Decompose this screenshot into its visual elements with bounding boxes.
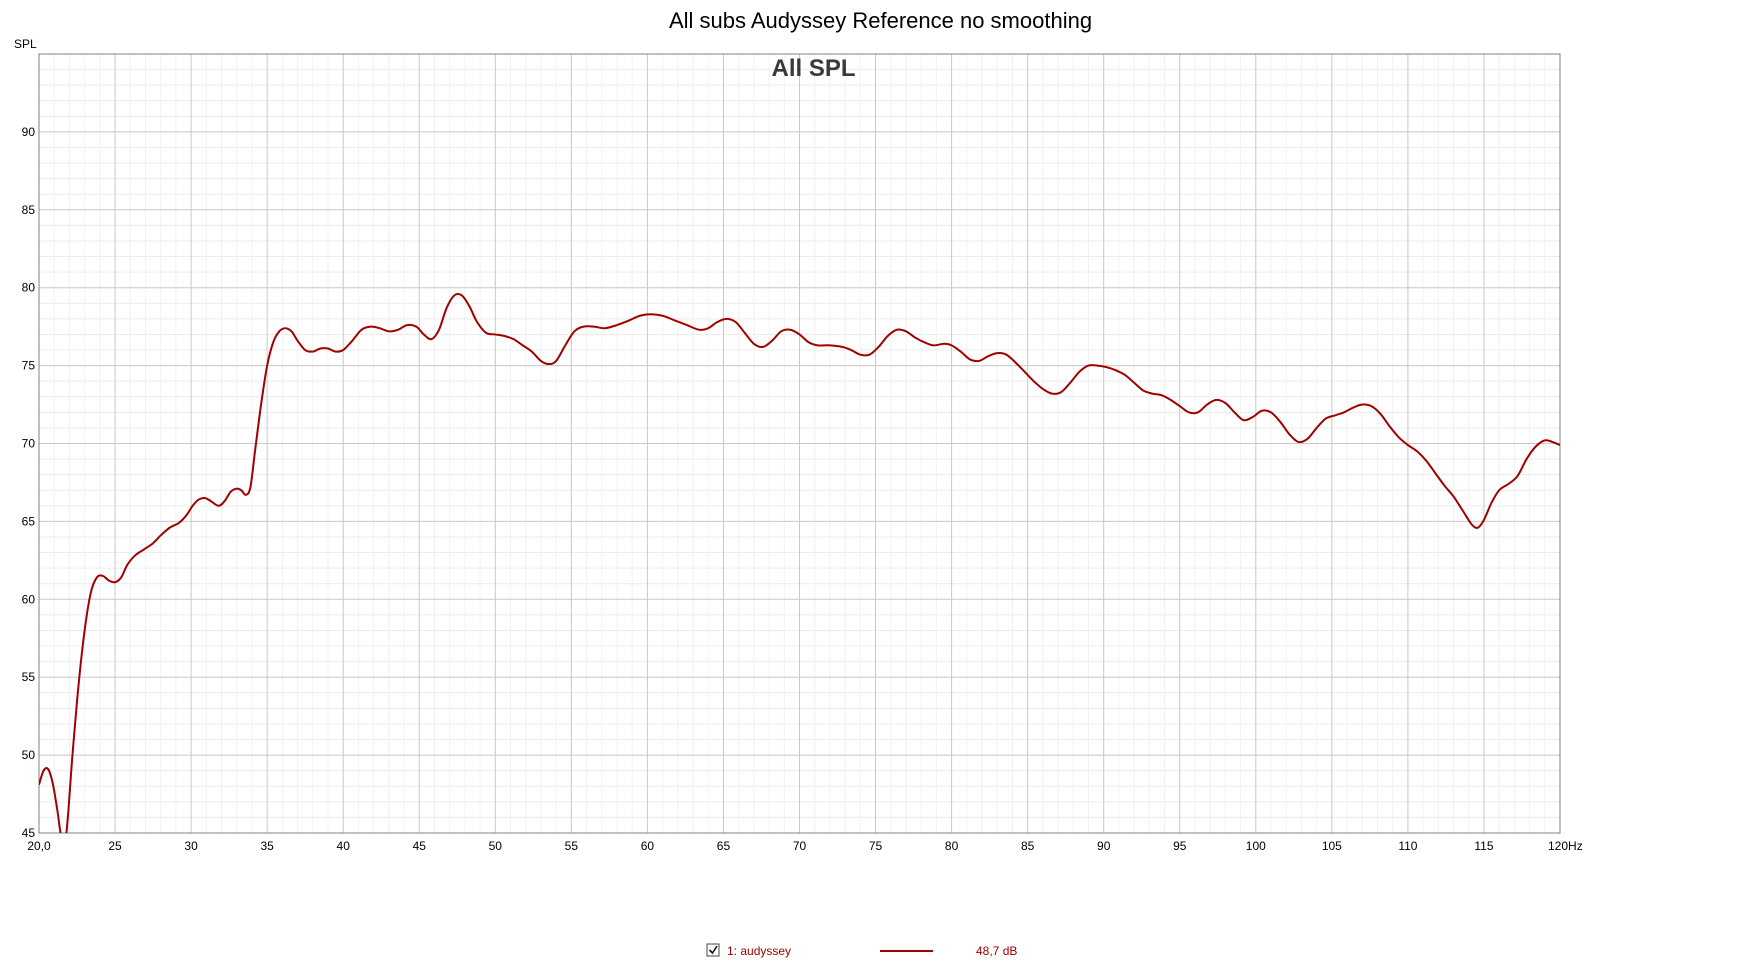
- x-tick-label: 110: [1398, 839, 1417, 853]
- y-tick-label: 80: [22, 281, 36, 295]
- legend-series-name: 1: audyssey: [727, 944, 791, 958]
- x-tick-label: 50: [489, 839, 503, 853]
- x-tick-label: 45: [413, 839, 427, 853]
- y-axis-label: SPL: [14, 37, 37, 51]
- x-tick-label: 20,0: [27, 839, 51, 853]
- chart-title: All subs Audyssey Reference no smoothing: [668, 8, 1093, 33]
- y-tick-label: 85: [22, 203, 36, 217]
- x-tick-label: 115: [1474, 839, 1493, 853]
- x-tick-label: 90: [1097, 839, 1111, 853]
- y-tick-label: 45: [22, 826, 36, 840]
- y-tick-label: 65: [22, 514, 36, 528]
- y-tick-label: 60: [22, 592, 36, 606]
- x-tick-label: 75: [869, 839, 883, 853]
- grid-layer: [39, 54, 1560, 833]
- x-tick-label: 95: [1173, 839, 1187, 853]
- x-tick-label: 65: [717, 839, 731, 853]
- tick-labels: 45 50 55 60 65 70 75 80 85 90 20,0 25 30 35 40 45 50 55 60…: [22, 125, 1583, 853]
- x-tick-label: 100: [1246, 839, 1266, 853]
- x-tick-label: 25: [108, 839, 122, 853]
- series-line-audyssey: [39, 293, 1560, 833]
- x-tick-label: 120Hz: [1548, 839, 1583, 853]
- y-tick-label: 90: [22, 125, 36, 139]
- y-tick-label: 75: [22, 359, 36, 373]
- plot-subtitle: All SPL: [771, 55, 855, 82]
- x-tick-label: 105: [1322, 839, 1342, 853]
- y-tick-label: 50: [22, 748, 36, 762]
- series-layer: [39, 293, 1560, 833]
- x-tick-label: 80: [945, 839, 959, 853]
- y-tick-label: 55: [22, 670, 36, 684]
- legend-checkbox[interactable]: [706, 943, 720, 957]
- x-tick-label: 85: [1021, 839, 1035, 853]
- x-tick-label: 40: [337, 839, 351, 853]
- x-tick-label: 70: [793, 839, 807, 853]
- x-tick-label: 55: [565, 839, 579, 853]
- x-tick-label: 60: [641, 839, 655, 853]
- legend-value: 48,7 dB: [976, 944, 1017, 958]
- plot-frame: [38, 53, 1561, 834]
- legend: 1: audyssey 48,7 dB: [706, 943, 1017, 958]
- x-tick-label: 35: [260, 839, 274, 853]
- legend-checkmark-icon: [708, 945, 718, 955]
- x-tick-label: 30: [184, 839, 198, 853]
- y-tick-label: 70: [22, 437, 36, 451]
